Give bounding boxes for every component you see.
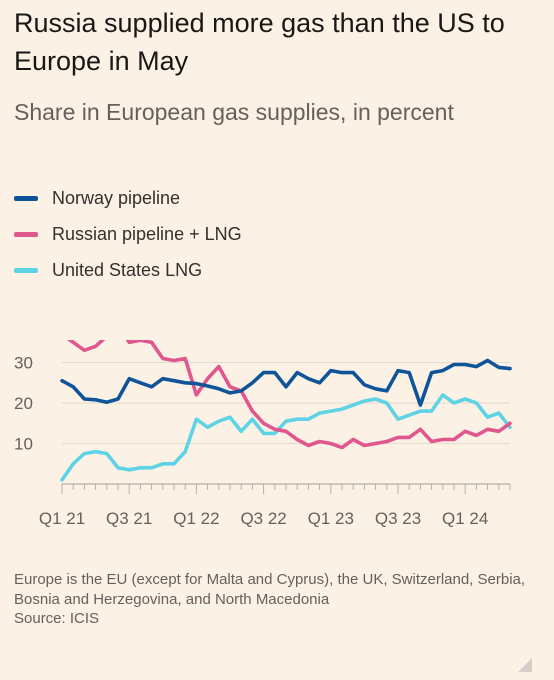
x-tick-label: Q1 22 [173,509,219,528]
chart-subtitle: Share in European gas supplies, in perce… [14,99,454,125]
series-line-united-states-lng [60,393,512,482]
legend-item-norway: Norway pipeline [14,180,242,216]
x-tick-label: Q3 21 [106,509,152,528]
series-line-norway-pipeline [60,358,512,407]
footnote-text: Europe is the EU (except for Malta and C… [14,571,526,608]
legend-label-norway: Norway pipeline [52,187,181,208]
legend-swatch-russia [14,231,38,237]
x-tick-label: Q1 23 [308,509,354,528]
legend-item-us: United States LNG [14,252,242,288]
footnote-block: Europe is the EU (except for Malta and C… [14,570,534,629]
legend-swatch-us [14,267,38,273]
x-tick-label: Q3 22 [240,509,286,528]
series-line-russian-pipeline-lng [66,340,512,450]
x-tick-label: Q3 23 [375,509,421,528]
y-tick-label-10: 10 [14,435,33,454]
legend-item-russia: Russian pipeline + LNG [14,216,242,252]
legend: Norway pipeline Russian pipeline + LNG U… [14,180,242,288]
x-tick-label: Q1 21 [39,509,85,528]
line-chart: 10 20 30 Q1 21 Q3 21 Q1 22 Q3 22 Q1 23 Q3 23 Q1 2… [14,340,512,528]
y-tick-label-20: 20 [14,394,33,413]
source-text: Source: ICIS [14,610,100,627]
x-tick-label: Q1 24 [442,509,488,528]
legend-label-us: United States LNG [52,259,203,280]
chart-title: Russia supplied more gas than the US to … [14,8,505,76]
y-tick-label-30: 30 [14,354,33,373]
resize-corner-icon [518,658,532,672]
legend-swatch-norway [14,195,38,201]
legend-label-russia: Russian pipeline + LNG [52,223,242,244]
